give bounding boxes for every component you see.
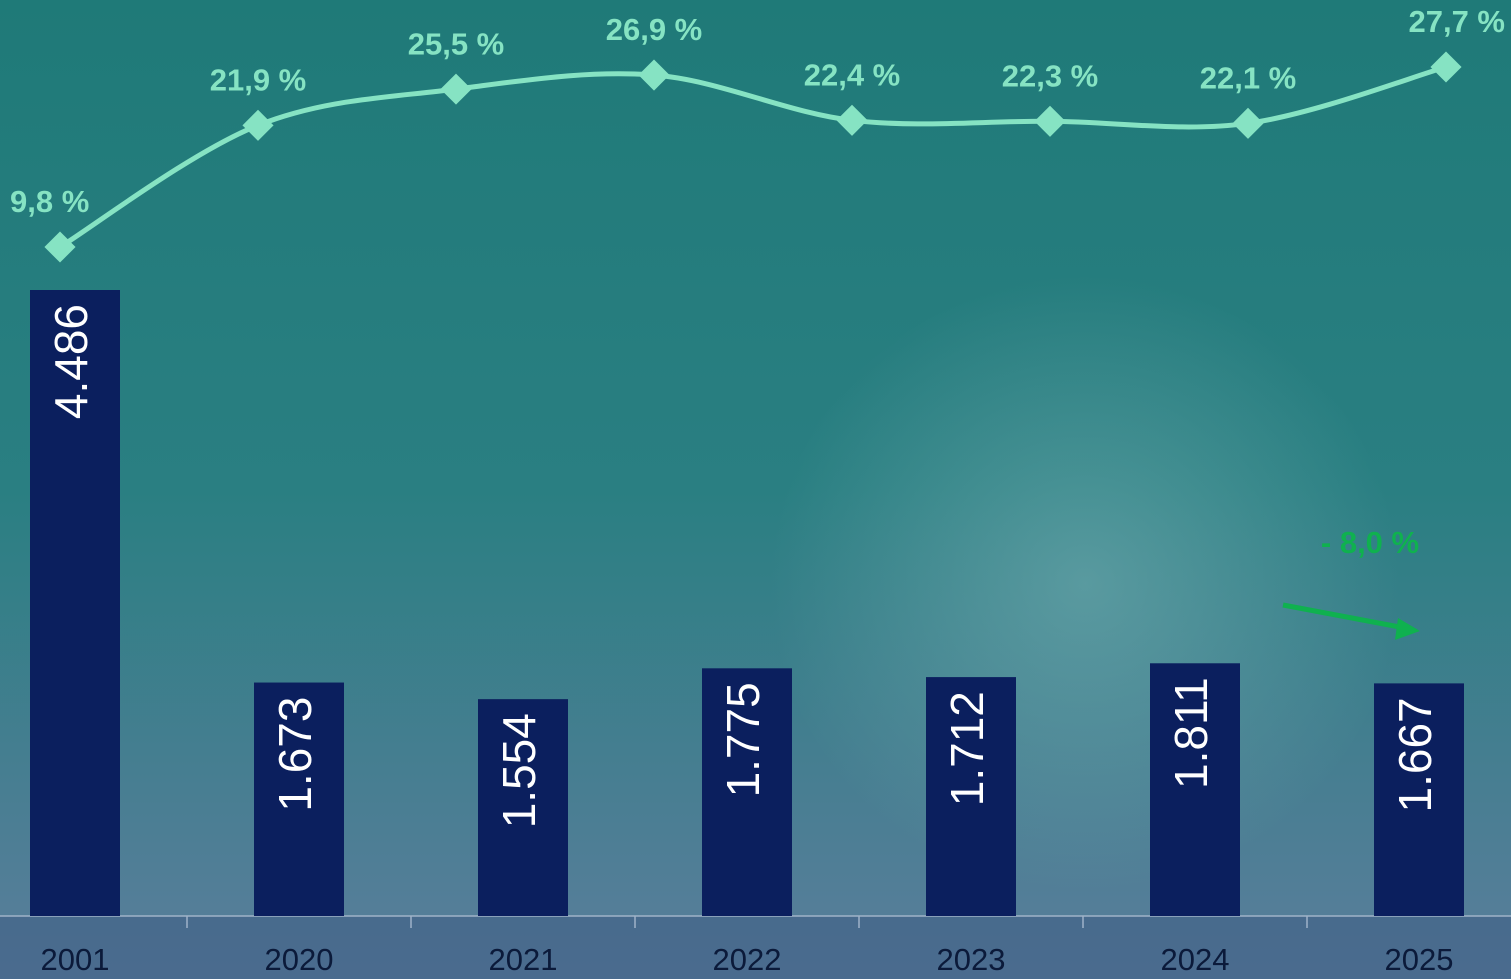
line-value-label: 22,4 %	[804, 57, 901, 92]
line-value-label: 27,7 %	[1408, 4, 1505, 39]
annotation: - 8,0 %	[1321, 525, 1419, 560]
x-tick-label: 2024	[1161, 942, 1230, 977]
line-value-label: 25,5 %	[408, 26, 505, 61]
line-value-label: 22,1 %	[1200, 61, 1297, 96]
x-tick-label: 2025	[1385, 942, 1454, 977]
line-value-label: 26,9 %	[606, 12, 703, 47]
line-value-label: 22,3 %	[1002, 58, 1099, 93]
line-value-label: 9,8 %	[10, 184, 89, 219]
x-tick-label: 2020	[265, 942, 334, 977]
page: {"chart_data": [ {"type": "bar", "catego…	[0, 0, 1511, 979]
bar-value-label: 1.667	[1389, 697, 1441, 812]
line-value-label: 21,9 %	[210, 63, 307, 98]
x-tick-label: 2021	[489, 942, 558, 977]
chart: - 8,0 % 4.486 2001 1.673 2020 1.554 2021 1.775…	[0, 0, 1511, 979]
x-tick-label: 2023	[937, 942, 1006, 977]
x-tick-label: 2022	[713, 942, 782, 977]
bar-value-label: 1.673	[269, 697, 321, 812]
bar-value-label: 4.486	[45, 304, 97, 419]
bar-value-label: 1.811	[1165, 677, 1217, 789]
bar-value-label: 1.712	[941, 691, 993, 806]
bar-value-label: 1.554	[493, 713, 545, 828]
x-tick-label: 2001	[41, 942, 110, 977]
bar-value-label: 1.775	[717, 682, 769, 797]
